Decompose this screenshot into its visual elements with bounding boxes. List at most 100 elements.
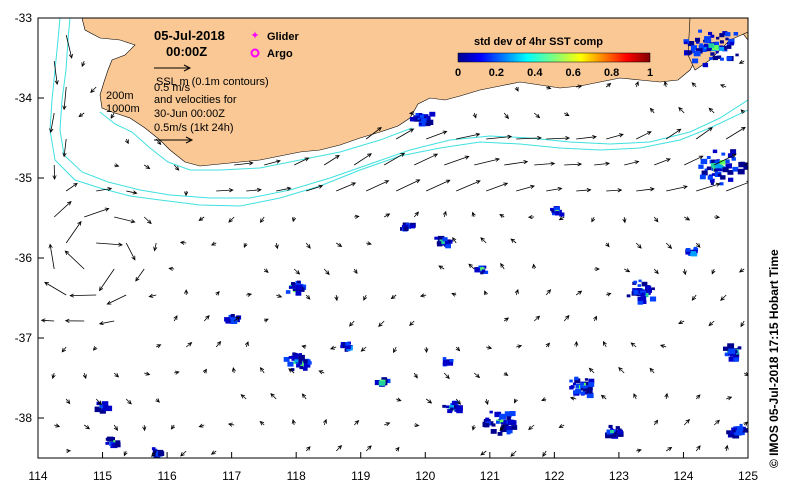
sst-stddev-cell bbox=[693, 246, 698, 250]
velocity-arrow bbox=[78, 112, 85, 118]
sst-stddev-cell bbox=[506, 428, 513, 434]
sst-stddev-cell bbox=[711, 173, 716, 176]
sst-stddev-cell bbox=[718, 165, 722, 168]
velocity-arrow bbox=[52, 164, 57, 181]
velocity-arrow bbox=[62, 138, 67, 158]
velocity-arrow bbox=[305, 446, 311, 452]
velocity-arrow bbox=[472, 112, 477, 119]
sst-stddev-cell bbox=[588, 382, 595, 387]
map-time: 00:00Z bbox=[166, 44, 207, 59]
velocity-arrow bbox=[456, 132, 481, 140]
velocity-arrow bbox=[618, 366, 625, 374]
sst-stddev-cell bbox=[695, 37, 700, 42]
sst-stddev-cell bbox=[294, 359, 299, 363]
velocity-arrow bbox=[234, 161, 254, 166]
sst-stddev-cell bbox=[615, 426, 620, 430]
sst-stddev-cell bbox=[684, 41, 688, 45]
velocity-arrow bbox=[443, 372, 450, 380]
sst-stddev-cell bbox=[638, 279, 642, 283]
sst-stddev-cell bbox=[720, 57, 724, 61]
sst-stddev-cell bbox=[485, 417, 490, 421]
velocity-arrow bbox=[390, 294, 397, 300]
sst-stddev-cell bbox=[491, 423, 496, 427]
velocity-arrow bbox=[588, 367, 595, 374]
velocity-arrow bbox=[695, 127, 713, 140]
sst-stddev-cell bbox=[728, 177, 734, 182]
sst-stddev-cell bbox=[498, 418, 502, 422]
velocity-arrow bbox=[215, 291, 220, 296]
sst-stddev-cell bbox=[737, 346, 742, 350]
sst-stddev-cell bbox=[575, 388, 581, 394]
velocity-arrow bbox=[594, 161, 611, 166]
velocity-arrow bbox=[408, 110, 415, 116]
velocity-arrow bbox=[291, 418, 296, 426]
colorbar-tick-label: 1 bbox=[647, 67, 653, 79]
velocity-arrow bbox=[203, 315, 210, 322]
latitude-axis: -33 -34 -35 -36 -37 -38 bbox=[15, 11, 44, 425]
velocity-arrow bbox=[395, 446, 400, 452]
sst-stddev-cell bbox=[426, 119, 434, 125]
velocity-arrow bbox=[426, 179, 451, 192]
velocity-arrow bbox=[605, 242, 610, 248]
velocity-arrow bbox=[528, 424, 535, 431]
sst-stddev-cell bbox=[494, 411, 502, 418]
sst-stddev-cell bbox=[551, 210, 555, 213]
sst-stddev-cell bbox=[474, 268, 480, 273]
sst-stddev-cell bbox=[94, 406, 102, 413]
velocity-arrow bbox=[44, 281, 67, 296]
sst-stddev-cell bbox=[345, 342, 350, 346]
sst-stddev-cell bbox=[287, 361, 294, 367]
velocity-arrow bbox=[510, 450, 517, 457]
velocity-arrow bbox=[65, 398, 71, 405]
sst-stddev-cell bbox=[712, 149, 718, 154]
sst-stddev-cell bbox=[450, 407, 454, 411]
colorbar-ticks: 0 0.2 0.4 0.6 0.8 1 bbox=[455, 67, 653, 79]
velocity-arrow bbox=[92, 346, 98, 351]
sst-stddev-cell bbox=[99, 408, 106, 414]
sst-stddev-cell bbox=[574, 376, 579, 381]
velocity-arrow bbox=[695, 394, 701, 400]
sst-stddev-cell bbox=[509, 411, 516, 416]
sst-stddev-cell bbox=[418, 121, 426, 127]
sst-stddev-cell bbox=[586, 392, 594, 399]
sst-stddev-cell bbox=[710, 52, 715, 56]
velocity-arrow bbox=[516, 184, 535, 192]
velocity-arrow bbox=[743, 421, 748, 426]
sst-stddev-cell bbox=[583, 385, 588, 389]
velocity-arrow bbox=[653, 268, 659, 275]
sla-note-line3: and velocities for bbox=[154, 94, 237, 106]
velocity-arrow bbox=[155, 398, 160, 403]
sst-stddev-cell bbox=[554, 207, 560, 212]
velocity-arrow bbox=[49, 112, 55, 134]
velocity-arrow bbox=[684, 155, 704, 166]
sst-stddev-cell bbox=[303, 362, 311, 368]
velocity-arrow bbox=[274, 242, 279, 250]
sst-stddev-cell bbox=[436, 241, 442, 245]
sst-stddev-cell bbox=[710, 163, 718, 168]
velocity-arrow bbox=[654, 158, 671, 166]
velocity-arrow bbox=[64, 250, 85, 270]
argo-legend-label: Argo bbox=[267, 48, 293, 60]
sst-stddev-cell bbox=[610, 430, 614, 433]
sst-stddev-cell bbox=[725, 37, 729, 41]
velocity-arrow bbox=[444, 155, 470, 166]
velocity-arrow bbox=[499, 424, 505, 432]
velocity-arrow bbox=[323, 418, 327, 426]
velocity-arrow bbox=[593, 315, 598, 322]
sst-stddev-cell bbox=[503, 422, 509, 428]
velocity-arrow bbox=[456, 180, 481, 192]
velocity-arrow bbox=[486, 182, 509, 192]
velocity-arrow bbox=[246, 292, 253, 297]
sst-stddev-cell bbox=[496, 420, 500, 424]
velocity-arrow bbox=[425, 398, 433, 404]
sst-stddev-cell bbox=[381, 377, 388, 382]
sst-stddev-cell bbox=[410, 224, 415, 229]
velocity-arrow bbox=[711, 268, 716, 275]
velocity-arrow bbox=[98, 320, 115, 326]
velocity-arrow bbox=[360, 346, 367, 352]
velocity-arrow bbox=[126, 190, 138, 195]
colorbar-tick-label: 0.8 bbox=[604, 67, 619, 79]
sst-stddev-cell bbox=[704, 39, 709, 43]
map-date: 05-Jul-2018 bbox=[154, 28, 225, 43]
lat-tick-label: -38 bbox=[15, 411, 33, 425]
